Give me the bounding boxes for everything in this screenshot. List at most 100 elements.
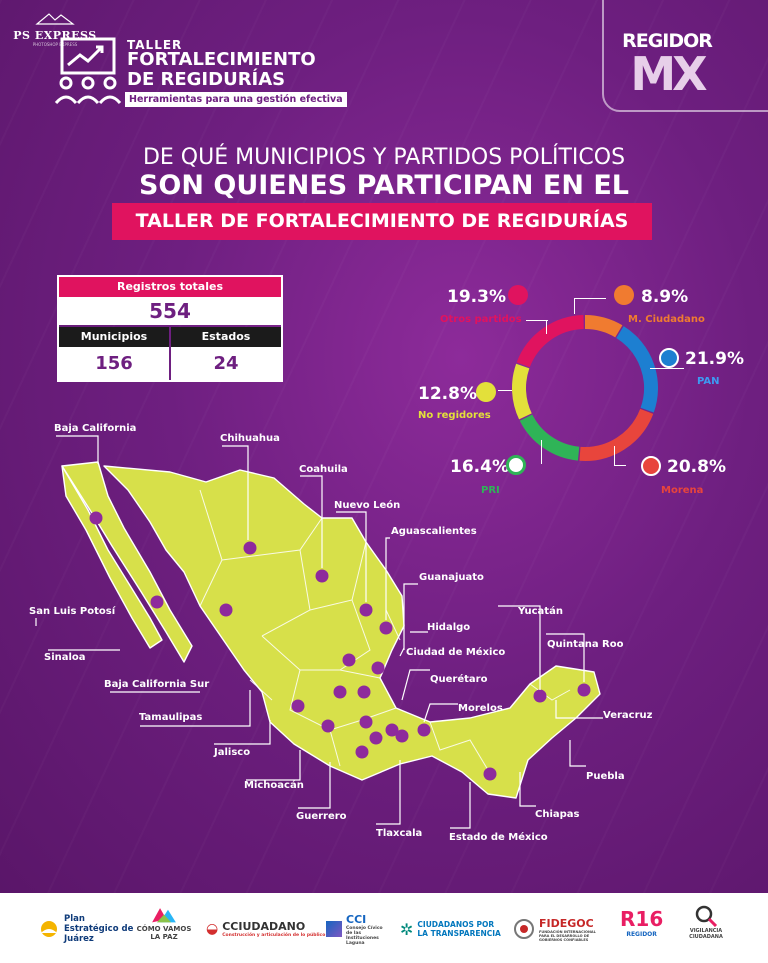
estados-value: 24 [171,347,281,380]
state-label-yucatan: Yucatán [518,606,563,617]
state-label-quintana-roo: Quintana Roo [547,639,624,650]
cci-mark-icon [326,921,342,937]
state-leader-line [56,435,99,464]
r16-subtext: REGIDOR [626,931,657,938]
state-leader-line [423,703,458,723]
state-borders [199,489,571,771]
leader-line [546,320,547,334]
state-leader-line [498,605,541,690]
no-regidores-label: No regidores [418,410,491,421]
participant-dot [315,569,329,583]
seal-icon [514,919,534,939]
party-donut-chart [512,315,658,461]
participant-dot [379,621,393,635]
estados-cell: Estados 24 [171,327,281,380]
state-leader-line [222,445,249,540]
participant-dot [359,603,373,617]
watermark-subtext: PHOTOSHOP EXPRESS [32,42,78,47]
participant-dot [150,595,164,609]
sun-icon [41,921,57,937]
participant-dot [333,685,347,699]
municipios-label: Municipios [59,327,169,347]
state-label-chiapas: Chiapas [535,809,580,820]
state-leader-line [401,669,430,701]
state-leader-line [546,633,585,682]
cci-logo: CCI Consejo Cívico de las Instituciones … [326,911,390,947]
transparencia-logo: ✲ CIUDADANOS POR LA TRANSPARENCIA [400,911,501,947]
donut-slice-pan [616,326,658,413]
state-label-sinaloa: Sinaloa [44,652,86,663]
plan-juarez-logo: Plan Estratégico de Juárez [38,911,142,947]
presentation-board-icon [54,37,122,105]
estados-label: Estados [171,327,281,347]
pan-label: PAN [697,376,720,387]
participant-dot [369,731,383,745]
pan-percent: 21.9% [685,349,744,369]
state-label-puebla: Puebla [586,771,625,782]
registration-stats-table: Registros totales 554 Municipios 156 Est… [57,275,283,382]
state-label-leaders [35,435,603,829]
state-label-ciudad-de-mexico: Ciudad de México [406,647,506,658]
otros-partidos-percent: 19.3% [447,287,506,307]
mountains-icon [152,908,176,923]
cciudadano-text: CCIUDADANO [222,920,306,933]
mc-label: M. Ciudadano [628,314,705,325]
state-label-chihuahua: Chihuahua [220,433,280,444]
participant-dot [342,653,356,667]
leader-line [532,440,542,464]
state-label-nuevo-leon: Nuevo León [334,500,401,511]
participant-dot [483,767,497,781]
state-label-baja-california: Baja California [54,423,137,434]
participant-dot [357,685,371,699]
morena-label: Morena [661,485,704,496]
state-label-queretaro: Querétaro [430,674,488,685]
state-label-guerrero: Guerrero [296,811,347,822]
state-leader-line [519,772,536,807]
participant-dot [219,603,233,617]
donut-slice-otros-partidos [516,315,585,368]
state-leader-line [246,750,301,781]
infographic-poster: PS EXPRESS PHOTOSHOP EXPRESS TALLER FORT… [0,0,768,893]
state-label-tlaxcala: Tlaxcala [376,828,423,839]
state-leader-line [450,782,471,829]
state-label-tamaulipas: Tamaulipas [139,712,203,723]
participant-dot [243,541,257,555]
state-label-jalisco: Jalisco [214,747,251,758]
state-leader-line [214,720,271,745]
cci-subtext: Consejo Cívico de las Instituciones Lagu… [346,925,383,946]
participant-dot [89,511,103,525]
state-leader-line [403,583,418,650]
total-registrations-value: 554 [59,297,281,325]
cciudadano-subtext: Construcción y articulación de lo públic… [222,933,326,938]
sponsor-footer: Plan Estratégico de Juárez CÓMO VAMOS LA… [0,893,768,963]
participant-dot [321,719,335,733]
brand-frame [602,0,768,112]
como-vamos-text: CÓMO VAMOS LA PAZ [136,925,192,941]
otros-partidos-label: Otros partidos [440,314,522,325]
participant-dot [359,715,373,729]
participant-dot [291,699,305,713]
magnifier-icon [695,905,718,927]
otros-partidos-dot [508,285,528,305]
no-regidores-percent: 12.8% [418,384,477,404]
pan-logo-icon [659,348,679,368]
participant-dot [371,661,385,675]
fidegoc-logo: FIDEGOC FUNDACIÓN INTERNACIONAL PARA EL … [513,911,601,947]
mexico-map [35,435,603,829]
state-label-san-luis-potosi: San Luis Potosí [29,606,116,617]
eagle-icon [614,285,634,305]
people-ring-icon: ✲ [400,919,414,939]
brand-logo-top: REGIDOR [622,30,713,52]
mexico-silhouette [61,461,601,799]
state-leader-line [336,511,367,602]
header-title: FORTALECIMIENTO DE REGIDURÍAS [127,50,357,90]
state-leader-line [399,647,405,657]
pri-percent: 16.4% [450,457,509,477]
pri-logo-icon [506,455,526,475]
state-label-morelos: Morelos [458,703,503,714]
leader-line [526,320,548,330]
state-leader-line [385,537,390,620]
state-label-michoacan: Michoacán [244,780,304,791]
state-leader-line [569,740,586,767]
state-label-coahuila: Coahuila [299,464,348,475]
